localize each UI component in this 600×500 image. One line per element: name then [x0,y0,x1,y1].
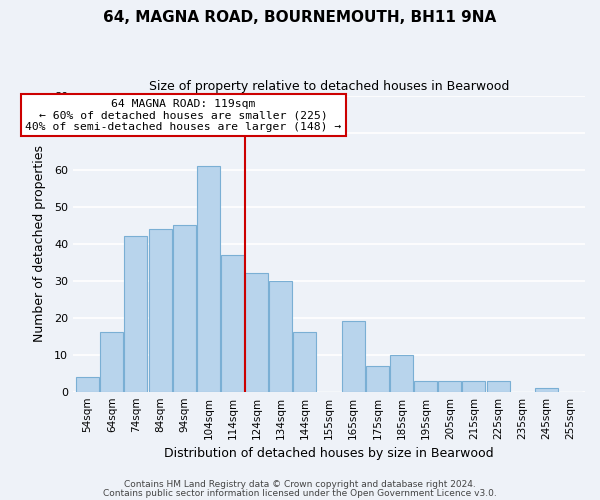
Bar [342,322,365,392]
Bar [76,377,99,392]
Bar [124,236,148,392]
Bar [487,380,509,392]
Bar [245,273,268,392]
Y-axis label: Number of detached properties: Number of detached properties [33,145,46,342]
Text: Contains HM Land Registry data © Crown copyright and database right 2024.: Contains HM Land Registry data © Crown c… [124,480,476,489]
Bar [293,332,316,392]
X-axis label: Distribution of detached houses by size in Bearwood: Distribution of detached houses by size … [164,447,494,460]
Bar [269,280,292,392]
Text: 64 MAGNA ROAD: 119sqm
← 60% of detached houses are smaller (225)
40% of semi-det: 64 MAGNA ROAD: 119sqm ← 60% of detached … [25,98,341,132]
Bar [390,354,413,392]
Bar [366,366,389,392]
Text: Contains public sector information licensed under the Open Government Licence v3: Contains public sector information licen… [103,488,497,498]
Bar [535,388,558,392]
Bar [149,229,172,392]
Bar [463,380,485,392]
Bar [173,225,196,392]
Bar [197,166,220,392]
Bar [414,380,437,392]
Bar [439,380,461,392]
Title: Size of property relative to detached houses in Bearwood: Size of property relative to detached ho… [149,80,509,93]
Bar [221,254,244,392]
Bar [100,332,123,392]
Text: 64, MAGNA ROAD, BOURNEMOUTH, BH11 9NA: 64, MAGNA ROAD, BOURNEMOUTH, BH11 9NA [103,10,497,25]
